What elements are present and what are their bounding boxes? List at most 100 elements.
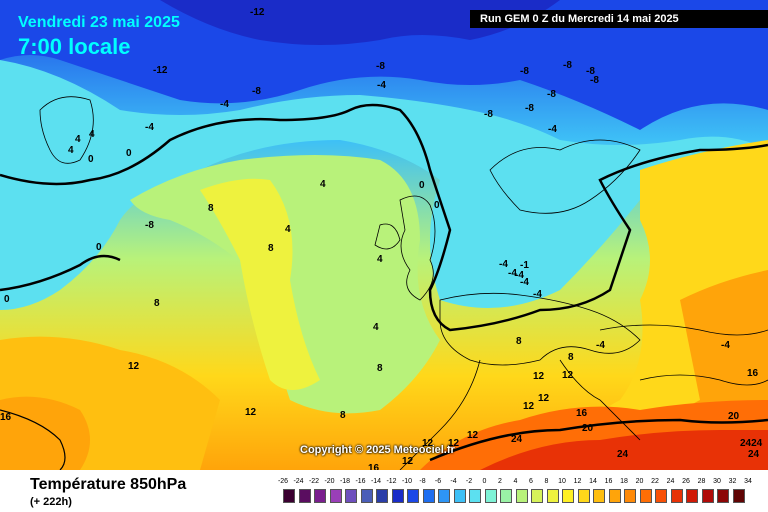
legend-tick: 8 bbox=[544, 478, 549, 485]
legend-swatch bbox=[701, 489, 714, 503]
legend-tick: -6 bbox=[434, 478, 442, 485]
map-label: 24 bbox=[511, 434, 523, 445]
map-label: 12 bbox=[402, 456, 414, 467]
map-label: -8 bbox=[525, 103, 534, 114]
legend-swatch bbox=[345, 489, 357, 503]
map-label: 0 bbox=[88, 154, 94, 165]
map-label: 12 bbox=[448, 438, 460, 449]
legend-tick: 22 bbox=[651, 478, 659, 485]
map-label: 0 bbox=[434, 200, 440, 211]
map-label: -8 bbox=[252, 86, 261, 97]
legend-swatch bbox=[376, 489, 388, 503]
legend-tick: 34 bbox=[744, 478, 752, 485]
legend-swatch bbox=[360, 489, 373, 503]
legend-tick: 18 bbox=[620, 478, 628, 485]
isotherm-lines bbox=[0, 409, 66, 470]
map-label: -4 bbox=[377, 80, 386, 91]
temperature-map: Vendredi 23 mai 2025 7:00 locale Run GEM… bbox=[0, 0, 768, 470]
legend-tick: -26 bbox=[277, 478, 289, 485]
legend-tick: 28 bbox=[697, 478, 706, 485]
legend-swatch bbox=[608, 489, 621, 503]
forecast-time: 7:00 locale bbox=[18, 34, 131, 59]
map-label: 12 bbox=[533, 371, 545, 382]
map-label: 2424 bbox=[740, 438, 763, 449]
legend-swatch bbox=[314, 489, 326, 503]
legend-swatch bbox=[577, 489, 590, 503]
legend-swatch bbox=[422, 489, 435, 503]
map-label: 12 bbox=[538, 393, 550, 404]
legend-tick: 32 bbox=[728, 478, 737, 485]
legend-tick: 24 bbox=[666, 478, 675, 485]
map-label: -4 bbox=[533, 289, 542, 300]
map-label: 12 bbox=[562, 370, 574, 381]
legend-swatch bbox=[717, 489, 729, 503]
legend-swatch bbox=[298, 489, 311, 503]
legend-swatch bbox=[391, 489, 404, 503]
map-label: -8 bbox=[520, 66, 529, 77]
coldest-band bbox=[160, 0, 560, 45]
west-hot bbox=[0, 396, 90, 470]
map-label: 8 bbox=[268, 243, 274, 254]
map-label: 20 bbox=[582, 423, 594, 434]
legend-tick: 12 bbox=[573, 478, 582, 485]
map-label: 20 bbox=[728, 411, 740, 422]
copyright-notice: Copyright © 2025 Meteociel.fr bbox=[300, 444, 455, 456]
legend-tick: 6 bbox=[529, 478, 533, 485]
map-label: 16 bbox=[0, 412, 12, 423]
cool-zone bbox=[0, 60, 768, 310]
map-label: 12 bbox=[245, 407, 257, 418]
legend-swatch bbox=[593, 489, 605, 503]
map-label: 8 bbox=[340, 410, 346, 421]
legend-tick: -18 bbox=[339, 478, 351, 485]
map-label: 8 bbox=[208, 203, 214, 214]
map-label: 8 bbox=[377, 363, 383, 374]
legend-swatch bbox=[531, 489, 543, 503]
legend-tick: -16 bbox=[355, 478, 366, 485]
map-label: -4 bbox=[548, 124, 557, 135]
legend-swatch bbox=[686, 489, 698, 503]
model-run: Run GEM 0 Z du Mercredi 14 mai 2025 bbox=[470, 10, 768, 28]
map-label: -8 bbox=[484, 109, 493, 120]
map-label: -12 bbox=[153, 65, 168, 76]
map-label: 4 bbox=[377, 254, 383, 265]
map-label: -8 bbox=[376, 61, 385, 72]
map-label: -4 bbox=[499, 259, 508, 270]
legend-tick: 16 bbox=[604, 478, 613, 485]
map-label: -4 bbox=[515, 270, 524, 281]
map-label: 4 bbox=[285, 224, 291, 235]
map-label: 8 bbox=[154, 298, 160, 309]
map-label: -1 bbox=[520, 260, 529, 271]
legend-swatch bbox=[562, 489, 574, 503]
legend-swatch bbox=[407, 489, 419, 503]
legend-swatch bbox=[500, 489, 512, 503]
map-label: 12 bbox=[128, 361, 140, 372]
forecast-offset: (+ 222h) bbox=[30, 496, 72, 508]
map-label: 16 bbox=[576, 408, 588, 419]
legend-swatch bbox=[329, 489, 342, 503]
legend-tick: 2 bbox=[498, 478, 502, 485]
map-label: -4 bbox=[721, 340, 730, 351]
legend-swatch bbox=[484, 489, 497, 503]
map-label: 16 bbox=[368, 463, 380, 470]
map-label: -4 bbox=[220, 99, 229, 110]
map-label: -8 bbox=[547, 89, 556, 100]
zero-isotherm bbox=[0, 103, 768, 462]
map-label: -8 bbox=[145, 220, 154, 231]
map-label: 4 bbox=[68, 145, 74, 156]
legend-tick: -10 bbox=[401, 478, 413, 485]
legend-swatch bbox=[283, 489, 295, 503]
legend-swatch bbox=[670, 489, 683, 503]
map-label: -8 bbox=[563, 60, 572, 71]
legend-tick: 30 bbox=[713, 478, 721, 485]
map-label: -4 bbox=[520, 277, 529, 288]
legend-swatch bbox=[469, 489, 481, 503]
legend-tick: -22 bbox=[308, 478, 320, 485]
south-hotter bbox=[480, 430, 768, 470]
map-label: 4 bbox=[89, 129, 95, 140]
legend-tick: 26 bbox=[682, 478, 690, 485]
map-label: 8 bbox=[516, 336, 522, 347]
legend-swatch bbox=[732, 489, 745, 503]
legend-tick: -20 bbox=[324, 478, 335, 485]
map-label: -4 bbox=[596, 340, 605, 351]
coastlines bbox=[39, 96, 768, 470]
